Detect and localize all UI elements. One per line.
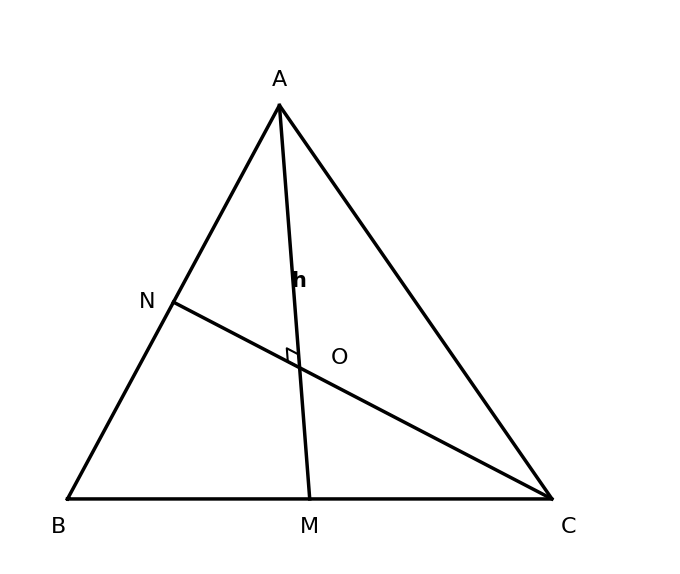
Text: A: A bbox=[272, 70, 287, 90]
Text: h: h bbox=[292, 271, 307, 291]
Text: O: O bbox=[331, 348, 348, 368]
Text: N: N bbox=[139, 292, 155, 312]
Text: C: C bbox=[561, 517, 577, 537]
Text: B: B bbox=[51, 517, 66, 537]
Text: M: M bbox=[300, 517, 320, 537]
